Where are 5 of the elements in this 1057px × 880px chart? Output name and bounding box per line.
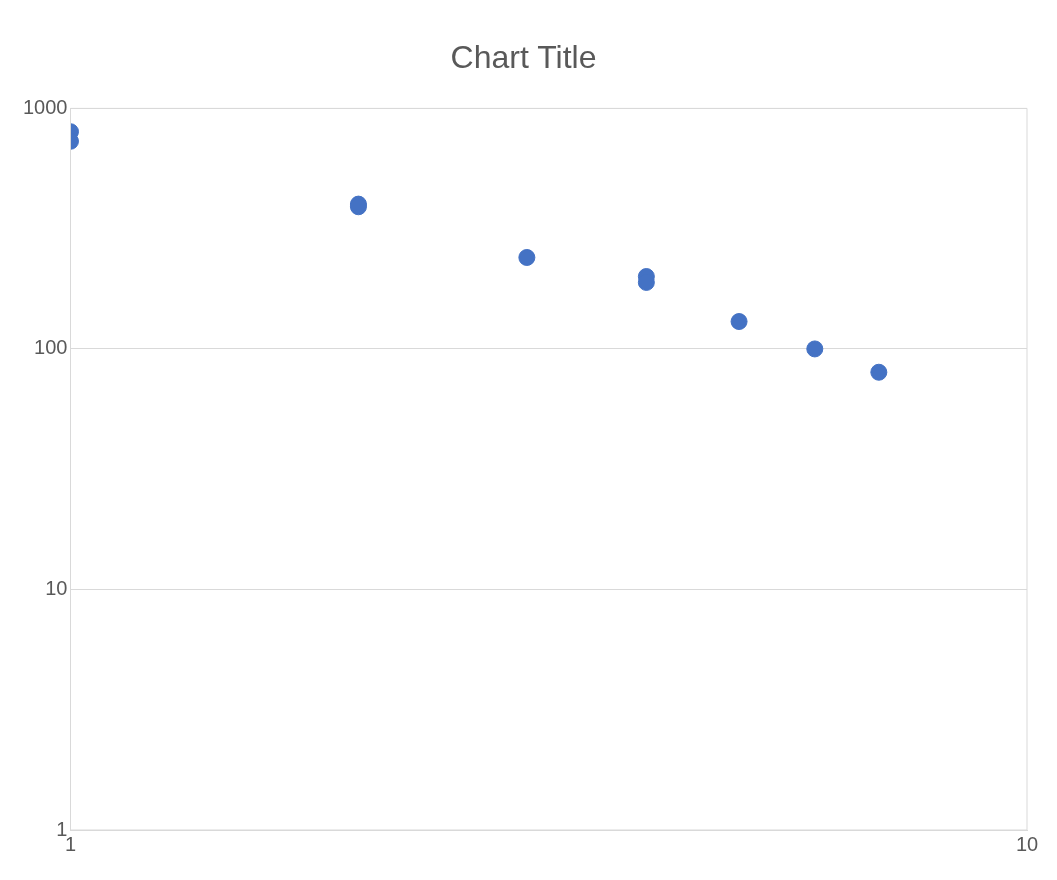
y-tick-label: 100 bbox=[34, 336, 68, 359]
y-tick-label: 1 bbox=[56, 817, 68, 840]
y-tick-label: 1000 bbox=[22, 95, 68, 118]
chart-title: Chart Title bbox=[450, 39, 597, 76]
y-tick-label: 10 bbox=[45, 576, 68, 599]
